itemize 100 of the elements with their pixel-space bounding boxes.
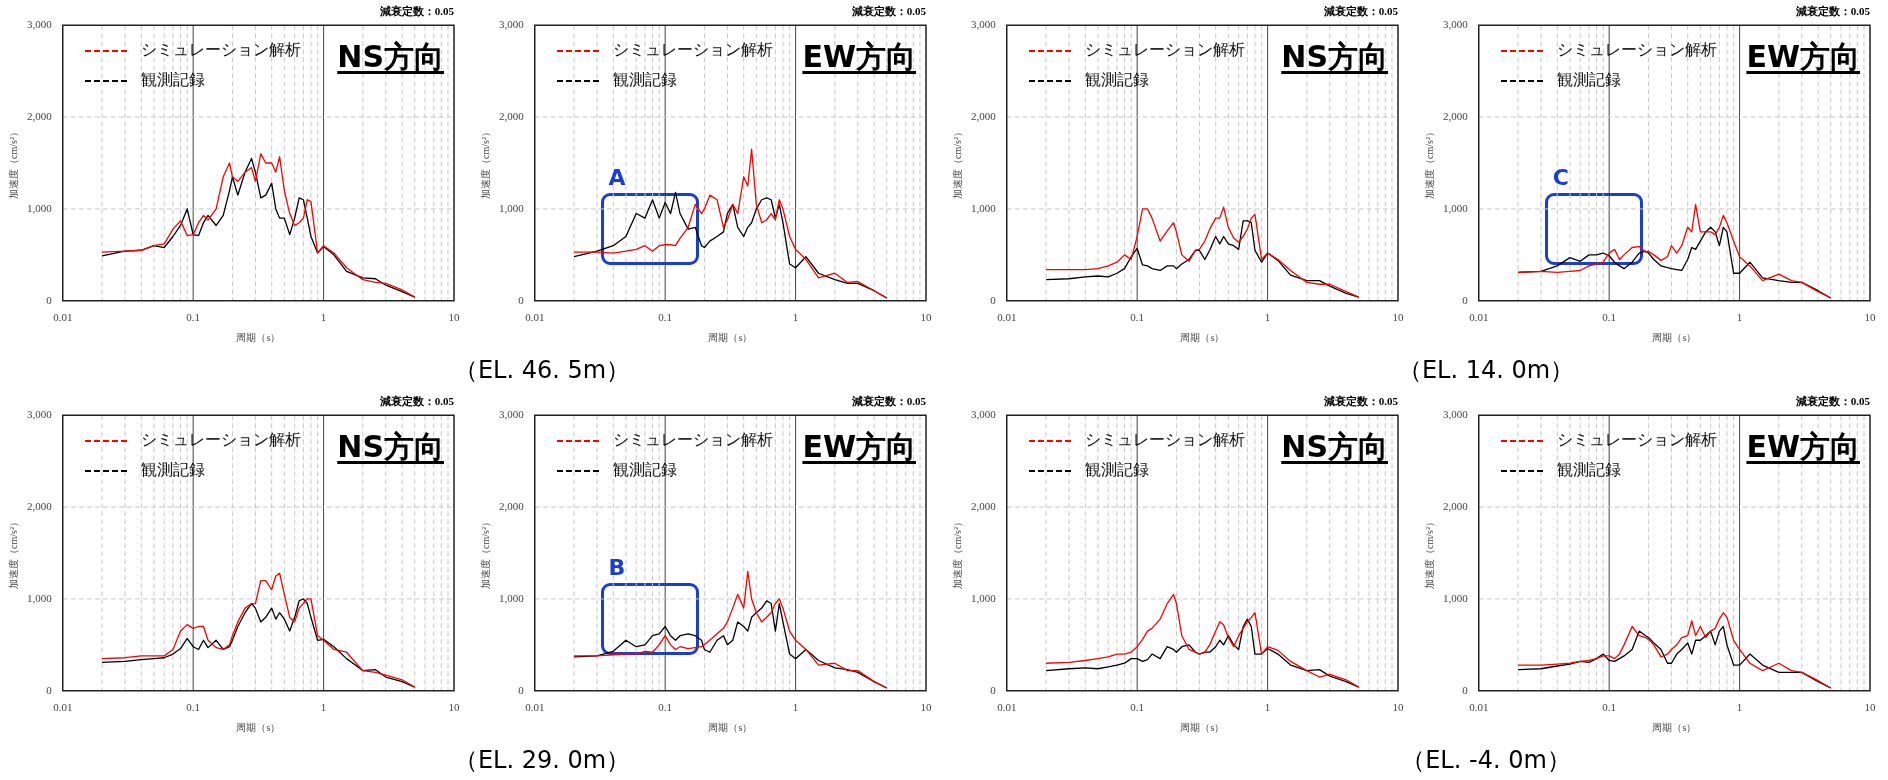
chart-subtitle: 減衰定数：0.05 xyxy=(1794,5,1871,18)
legend-label: シミュレーション解析 xyxy=(612,430,773,450)
x-tick-label: 1 xyxy=(320,701,327,714)
legend-label: シミュレーション解析 xyxy=(140,40,301,60)
y-tick-label: 0 xyxy=(990,293,997,306)
x-tick-label: 10 xyxy=(920,701,932,714)
x-tick-label: 10 xyxy=(1392,701,1404,714)
x-tick-label: 0.1 xyxy=(186,701,201,714)
x-axis-title: 周期（s） xyxy=(1652,721,1697,733)
x-tick-label: 0.1 xyxy=(658,311,673,324)
legend-label: 観測記録 xyxy=(140,460,205,480)
annotation: NS方向 xyxy=(337,428,444,467)
y-tick-label: 1,000 xyxy=(499,201,525,214)
legend-label: シミュレーション解析 xyxy=(140,430,301,450)
y-tick-label: 3,000 xyxy=(1443,18,1469,31)
x-tick-label: 1 xyxy=(1264,311,1271,324)
x-tick-label: 10 xyxy=(1392,311,1404,324)
y-axis-title: 加速度（cm/s²） xyxy=(7,127,19,199)
legend-label: シミュレーション解析 xyxy=(1084,40,1245,60)
x-tick-label: 10 xyxy=(448,701,460,714)
y-tick-label: 3,000 xyxy=(27,18,53,31)
legend-label: 観測記録 xyxy=(1556,460,1621,480)
annotation: NS方向 xyxy=(1281,38,1388,77)
y-axis-title: 加速度（cm/s²） xyxy=(7,517,19,589)
annotation: NS方向 xyxy=(1281,428,1388,467)
y-tick-label: 2,000 xyxy=(27,109,53,122)
y-tick-label: 1,000 xyxy=(1443,591,1469,604)
y-tick-label: 2,000 xyxy=(971,109,997,122)
x-tick-label: 1 xyxy=(792,701,799,714)
y-tick-label: 1,000 xyxy=(971,591,997,604)
x-axis-title: 周期（s） xyxy=(708,721,753,733)
y-tick-label: 0 xyxy=(1462,683,1469,696)
annotation: NS方向 xyxy=(337,38,444,77)
x-axis-title: 周期（s） xyxy=(236,721,281,733)
y-tick-label: 0 xyxy=(46,293,53,306)
annotation: A xyxy=(608,164,626,190)
chart-subtitle: 減衰定数：0.05 xyxy=(1322,395,1399,408)
legend-label: 観測記録 xyxy=(1084,70,1149,90)
annotation: B xyxy=(608,554,626,580)
chart-subtitle: 減衰定数：0.05 xyxy=(850,5,927,18)
x-tick-label: 0.01 xyxy=(525,701,545,714)
legend-label: 観測記録 xyxy=(612,460,677,480)
chart-subtitle: 減衰定数：0.05 xyxy=(378,395,455,408)
x-axis-title: 周期（s） xyxy=(236,331,281,343)
x-axis-title: 周期（s） xyxy=(1652,331,1697,343)
y-tick-label: 1,000 xyxy=(499,591,525,604)
x-tick-label: 1 xyxy=(1736,701,1743,714)
y-tick-label: 2,000 xyxy=(971,499,997,512)
y-axis-title: 加速度（cm/s²） xyxy=(479,127,491,199)
annotation: C xyxy=(1552,164,1569,190)
annotation: EW方向 xyxy=(802,38,916,77)
x-tick-label: 10 xyxy=(1864,701,1876,714)
y-tick-label: 0 xyxy=(518,683,525,696)
y-tick-label: 3,000 xyxy=(499,18,525,31)
y-axis-title: 加速度（cm/s²） xyxy=(479,517,491,589)
y-tick-label: 3,000 xyxy=(971,408,997,421)
x-tick-label: 0.01 xyxy=(53,311,73,324)
x-tick-label: 0.01 xyxy=(525,311,545,324)
chart-subtitle: 減衰定数：0.05 xyxy=(378,5,455,18)
x-tick-label: 0.1 xyxy=(658,701,673,714)
chart-subtitle: 減衰定数：0.05 xyxy=(1322,5,1399,18)
legend-label: 観測記録 xyxy=(140,70,205,90)
x-tick-label: 0.1 xyxy=(1602,701,1617,714)
y-axis-title: 加速度（cm/s²） xyxy=(951,127,963,199)
annotation: EW方向 xyxy=(1746,38,1860,77)
x-tick-label: 10 xyxy=(1864,311,1876,324)
y-tick-label: 3,000 xyxy=(499,408,525,421)
x-axis-title: 周期（s） xyxy=(708,331,753,343)
x-tick-label: 1 xyxy=(1264,701,1271,714)
annotation: EW方向 xyxy=(802,428,916,467)
y-tick-label: 3,000 xyxy=(1443,408,1469,421)
x-axis-title: 周期（s） xyxy=(1180,721,1225,733)
x-tick-label: 0.01 xyxy=(1469,311,1489,324)
y-tick-label: 2,000 xyxy=(499,499,525,512)
text: （EL. -4. 0m） xyxy=(1401,745,1571,776)
legend-label: シミュレーション解析 xyxy=(1556,430,1717,450)
y-tick-label: 0 xyxy=(1462,293,1469,306)
x-tick-label: 1 xyxy=(1736,311,1743,324)
y-tick-label: 1,000 xyxy=(971,201,997,214)
x-tick-label: 0.1 xyxy=(186,311,201,324)
x-axis-title: 周期（s） xyxy=(1180,331,1225,343)
y-tick-label: 2,000 xyxy=(499,109,525,122)
y-tick-label: 2,000 xyxy=(1443,109,1469,122)
x-tick-label: 1 xyxy=(320,311,327,324)
x-tick-label: 0.01 xyxy=(997,311,1017,324)
y-tick-label: 2,000 xyxy=(1443,499,1469,512)
x-tick-label: 0.01 xyxy=(997,701,1017,714)
y-tick-label: 1,000 xyxy=(1443,201,1469,214)
y-tick-label: 2,000 xyxy=(27,499,53,512)
y-tick-label: 0 xyxy=(46,683,53,696)
chart-subtitle: 減衰定数：0.05 xyxy=(850,395,927,408)
text: （EL. 29. 0m） xyxy=(453,745,631,776)
legend-label: 観測記録 xyxy=(1084,460,1149,480)
legend-label: シミュレーション解析 xyxy=(1556,40,1717,60)
x-tick-label: 0.1 xyxy=(1130,701,1145,714)
annotation: EW方向 xyxy=(1746,428,1860,467)
legend-label: シミュレーション解析 xyxy=(1084,430,1245,450)
y-tick-label: 1,000 xyxy=(27,591,53,604)
legend-label: 観測記録 xyxy=(1556,70,1621,90)
y-tick-label: 0 xyxy=(518,293,525,306)
